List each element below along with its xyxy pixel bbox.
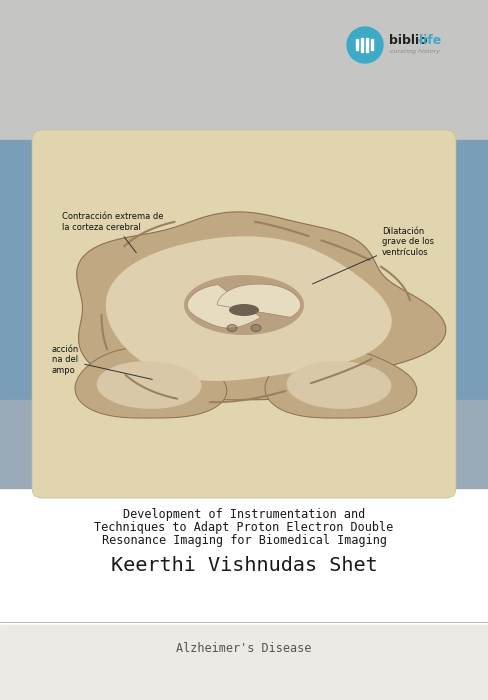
Text: Development of Instrumentation and: Development of Instrumentation and bbox=[123, 508, 365, 521]
Polygon shape bbox=[77, 212, 446, 400]
Ellipse shape bbox=[251, 325, 261, 332]
Polygon shape bbox=[106, 237, 392, 381]
Bar bbox=[366, 38, 368, 52]
Text: acción
na del
ampo: acción na del ampo bbox=[52, 345, 152, 379]
Ellipse shape bbox=[227, 325, 237, 332]
Polygon shape bbox=[187, 285, 261, 328]
Polygon shape bbox=[286, 361, 391, 409]
Bar bbox=[446, 400, 488, 488]
Text: Techniques to Adapt Proton Electron Double: Techniques to Adapt Proton Electron Doub… bbox=[94, 521, 394, 534]
Bar bbox=[0, 488, 488, 700]
Text: Dilatación
grave de los
ventrículos: Dilatación grave de los ventrículos bbox=[312, 227, 434, 284]
Text: life: life bbox=[419, 34, 441, 48]
Bar bbox=[370, 39, 373, 50]
Text: Contracción extrema de
la corteza cerebral: Contracción extrema de la corteza cerebr… bbox=[62, 212, 163, 253]
Bar bbox=[0, 625, 488, 700]
Text: Resonance Imaging for Biomedical Imaging: Resonance Imaging for Biomedical Imaging bbox=[102, 534, 386, 547]
Polygon shape bbox=[217, 284, 301, 317]
Polygon shape bbox=[97, 361, 202, 409]
Bar bbox=[0, 140, 42, 400]
FancyBboxPatch shape bbox=[32, 130, 456, 498]
Bar bbox=[446, 140, 488, 400]
Text: biblio: biblio bbox=[389, 34, 427, 48]
Circle shape bbox=[347, 27, 383, 63]
Bar bbox=[355, 39, 358, 50]
Ellipse shape bbox=[184, 275, 304, 335]
Text: Keerthi Vishnudas Shet: Keerthi Vishnudas Shet bbox=[111, 556, 377, 575]
Text: curating history: curating history bbox=[390, 50, 440, 55]
Polygon shape bbox=[75, 347, 227, 418]
Bar bbox=[0, 400, 42, 488]
Polygon shape bbox=[265, 347, 417, 418]
Ellipse shape bbox=[229, 304, 259, 316]
Bar bbox=[361, 38, 363, 52]
Text: Alzheimer's Disease: Alzheimer's Disease bbox=[176, 642, 312, 655]
